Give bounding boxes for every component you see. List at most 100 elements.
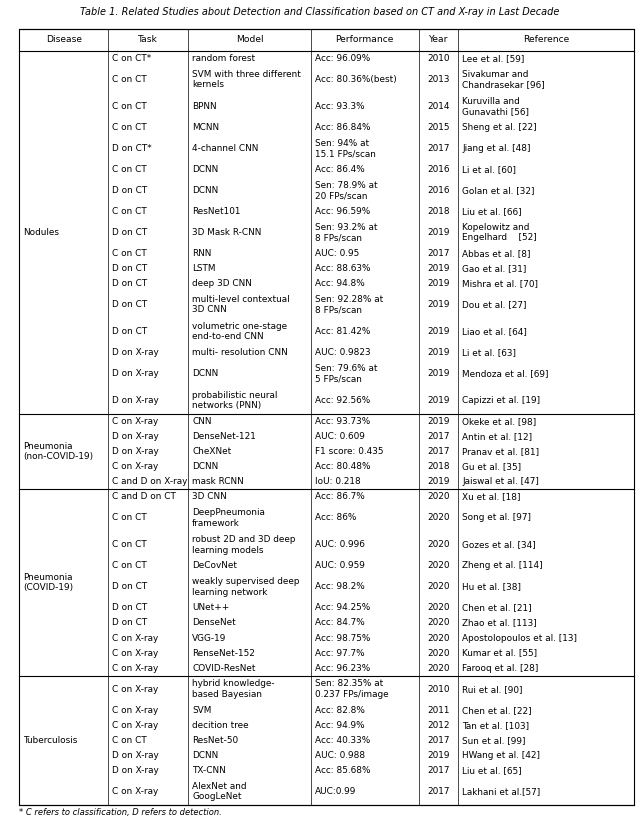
Text: AlexNet and
GoogLeNet: AlexNet and GoogLeNet — [192, 782, 246, 801]
Text: LSTM: LSTM — [192, 264, 216, 273]
Text: Pneumonia
(non-COVID-19): Pneumonia (non-COVID-19) — [23, 442, 93, 462]
Text: Acc: 96.09%: Acc: 96.09% — [315, 54, 370, 63]
Text: 2019: 2019 — [428, 328, 450, 336]
Text: 2019: 2019 — [428, 348, 450, 357]
Text: 2020: 2020 — [428, 541, 450, 550]
Text: 2018: 2018 — [428, 463, 450, 472]
Text: D on CT: D on CT — [112, 279, 147, 288]
Text: C on X-ray: C on X-ray — [112, 463, 158, 472]
Text: 2016: 2016 — [428, 165, 450, 174]
Text: C on CT: C on CT — [112, 561, 147, 570]
Text: Antin et al. [12]: Antin et al. [12] — [462, 432, 532, 441]
Text: SVM: SVM — [192, 705, 211, 714]
Text: C on CT: C on CT — [112, 207, 147, 216]
Text: Acc: 92.56%: Acc: 92.56% — [315, 396, 370, 405]
Text: AUC:0.99: AUC:0.99 — [315, 787, 356, 796]
Text: Year: Year — [429, 35, 448, 44]
Text: AUC: 0.95: AUC: 0.95 — [315, 249, 359, 258]
Text: 2018: 2018 — [428, 207, 450, 216]
Text: Mishra et al. [70]: Mishra et al. [70] — [462, 279, 538, 288]
Text: Tan et al. [103]: Tan et al. [103] — [462, 721, 529, 730]
Text: C on CT: C on CT — [112, 123, 147, 132]
Text: Sen: 78.9% at
20 FPs/scan: Sen: 78.9% at 20 FPs/scan — [315, 181, 378, 200]
Text: Acc: 88.63%: Acc: 88.63% — [315, 264, 371, 273]
Text: 2017: 2017 — [428, 432, 450, 441]
Text: C on CT: C on CT — [112, 165, 147, 174]
Text: Jaiswal et al. [47]: Jaiswal et al. [47] — [462, 477, 540, 486]
Text: Acc: 86%: Acc: 86% — [315, 514, 356, 523]
Text: 2020: 2020 — [428, 514, 450, 523]
Text: D on CT: D on CT — [112, 583, 147, 592]
Text: Xu et al. [18]: Xu et al. [18] — [462, 492, 521, 501]
Text: robust 2D and 3D deep
learning models: robust 2D and 3D deep learning models — [192, 535, 296, 555]
Text: D on CT: D on CT — [112, 228, 147, 237]
Text: Sun et al. [99]: Sun et al. [99] — [462, 736, 526, 745]
Text: Lee et al. [59]: Lee et al. [59] — [462, 54, 525, 63]
Text: Kumar et al. [55]: Kumar et al. [55] — [462, 649, 538, 658]
Text: C on X-ray: C on X-ray — [112, 685, 158, 694]
Text: 2019: 2019 — [428, 370, 450, 379]
Text: D on X-ray: D on X-ray — [112, 447, 159, 456]
Text: C on X-ray: C on X-ray — [112, 787, 158, 796]
Text: Acc: 85.68%: Acc: 85.68% — [315, 766, 371, 775]
Text: C on CT: C on CT — [112, 249, 147, 258]
Text: Acc: 96.59%: Acc: 96.59% — [315, 207, 370, 216]
Text: RenseNet-152: RenseNet-152 — [192, 649, 255, 658]
Text: C and D on X-ray: C and D on X-ray — [112, 477, 188, 486]
Text: Kopelowitz and
Engelhard    [52]: Kopelowitz and Engelhard [52] — [462, 223, 537, 242]
Text: Lakhani et al.[57]: Lakhani et al.[57] — [462, 787, 541, 796]
Text: F1 score: 0.435: F1 score: 0.435 — [315, 447, 383, 456]
Text: ResNet101: ResNet101 — [192, 207, 241, 216]
Text: Li et al. [63]: Li et al. [63] — [462, 348, 516, 357]
Text: Acc: 80.48%: Acc: 80.48% — [315, 463, 371, 472]
Text: Acc: 40.33%: Acc: 40.33% — [315, 736, 370, 745]
Text: volumetric one-stage
end-to-end CNN: volumetric one-stage end-to-end CNN — [192, 322, 287, 342]
Text: Zheng et al. [114]: Zheng et al. [114] — [462, 561, 543, 570]
Text: DeCovNet: DeCovNet — [192, 561, 237, 570]
Text: 2017: 2017 — [428, 249, 450, 258]
Text: D on CT: D on CT — [112, 603, 147, 612]
Text: 2019: 2019 — [428, 751, 450, 760]
Text: probabilistic neural
networks (PNN): probabilistic neural networks (PNN) — [192, 391, 277, 411]
Text: 2019: 2019 — [428, 396, 450, 405]
Text: 2019: 2019 — [428, 279, 450, 288]
Text: Acc: 96.23%: Acc: 96.23% — [315, 663, 370, 672]
Text: 3D CNN: 3D CNN — [192, 492, 227, 501]
Text: D on X-ray: D on X-ray — [112, 766, 159, 775]
Text: Acc: 98.2%: Acc: 98.2% — [315, 583, 365, 592]
Text: 2020: 2020 — [428, 603, 450, 612]
Text: Acc: 94.25%: Acc: 94.25% — [315, 603, 370, 612]
Text: BPNN: BPNN — [192, 102, 216, 111]
Text: D on CT: D on CT — [112, 186, 147, 195]
Text: C on CT: C on CT — [112, 75, 147, 84]
Text: 2010: 2010 — [428, 54, 450, 63]
Text: Sen: 93.2% at
8 FPs/scan: Sen: 93.2% at 8 FPs/scan — [315, 223, 378, 242]
Text: Jiang et al. [48]: Jiang et al. [48] — [462, 144, 531, 153]
Text: C on CT: C on CT — [112, 514, 147, 523]
Text: Model: Model — [236, 35, 264, 44]
Text: Capizzi et al. [19]: Capizzi et al. [19] — [462, 396, 540, 405]
Text: 2020: 2020 — [428, 561, 450, 570]
Text: VGG-19: VGG-19 — [192, 634, 227, 643]
Text: DCNN: DCNN — [192, 751, 218, 760]
Text: Nodules: Nodules — [23, 228, 59, 237]
Text: D on X-ray: D on X-ray — [112, 751, 159, 760]
Text: 2019: 2019 — [428, 300, 450, 309]
Text: Sheng et al. [22]: Sheng et al. [22] — [462, 123, 537, 132]
Text: Gu et al. [35]: Gu et al. [35] — [462, 463, 522, 472]
Text: D on X-ray: D on X-ray — [112, 432, 159, 441]
Text: Liu et al. [66]: Liu et al. [66] — [462, 207, 522, 216]
Text: D on X-ray: D on X-ray — [112, 396, 159, 405]
Text: 2020: 2020 — [428, 663, 450, 672]
Text: Reference: Reference — [523, 35, 569, 44]
Text: C on CT: C on CT — [112, 541, 147, 550]
Text: DCNN: DCNN — [192, 186, 218, 195]
Text: Acc: 86.7%: Acc: 86.7% — [315, 492, 365, 501]
Text: Acc: 84.7%: Acc: 84.7% — [315, 619, 365, 627]
Text: Sen: 92.28% at
8 FPs/scan: Sen: 92.28% at 8 FPs/scan — [315, 295, 383, 314]
Text: 2017: 2017 — [428, 736, 450, 745]
Text: AUC: 0.988: AUC: 0.988 — [315, 751, 365, 760]
Text: 2011: 2011 — [428, 705, 450, 714]
Text: multi- resolution CNN: multi- resolution CNN — [192, 348, 288, 357]
Text: D on CT: D on CT — [112, 619, 147, 627]
